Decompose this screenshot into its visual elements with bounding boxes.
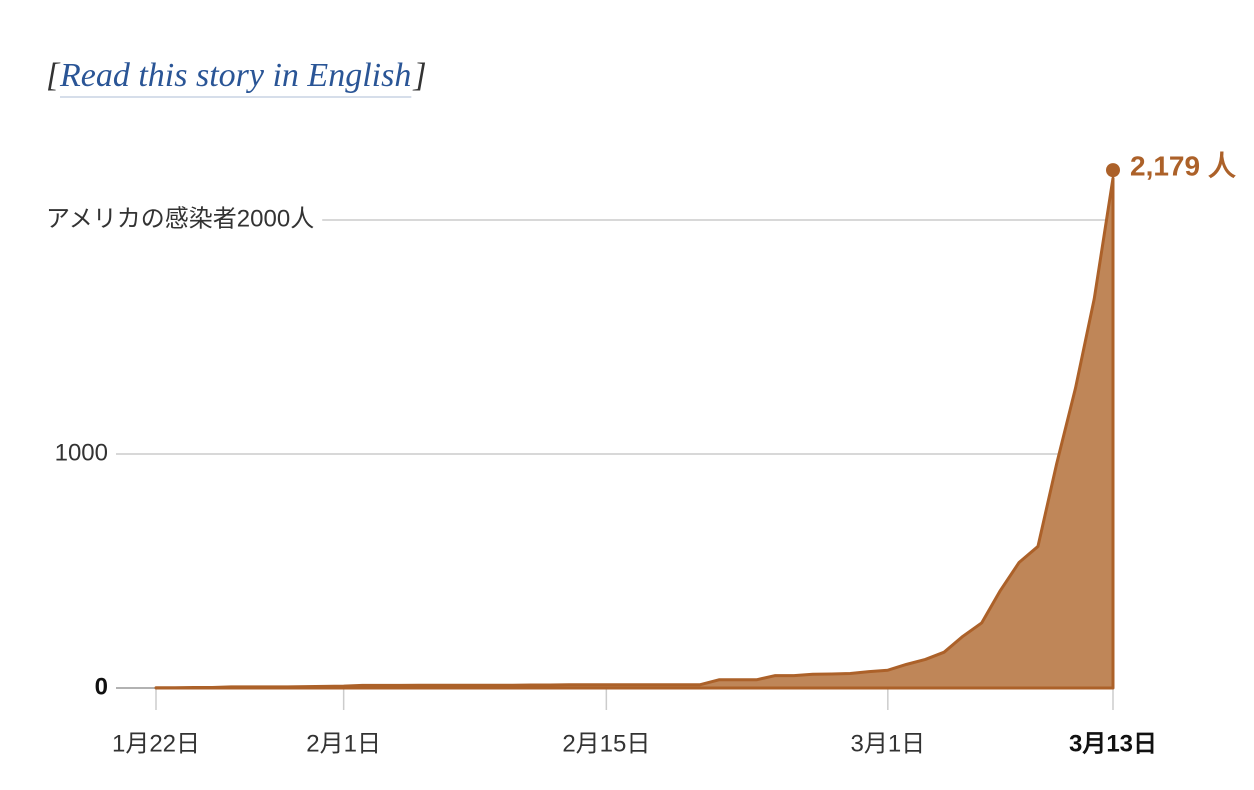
- y-tick-label: 0: [95, 673, 108, 700]
- x-tick-label: 1月22日: [112, 730, 200, 757]
- x-tick-label: 2月15日: [562, 730, 650, 757]
- x-tick-label: 3月1日: [850, 730, 925, 757]
- area: [154, 176, 1115, 690]
- y-tick-label: 1000: [55, 439, 108, 466]
- x-tick-label: 3月13日: [1069, 730, 1157, 757]
- link-bracket: ]: [412, 57, 426, 94]
- english-link[interactable]: Read this story in English: [59, 57, 411, 94]
- x-tick-label: 2月1日: [306, 730, 381, 757]
- link-bracket: [: [46, 57, 61, 94]
- y-tick-label: アメリカの感染者2000人: [46, 205, 314, 232]
- end-dot: [1106, 163, 1120, 178]
- value-label: 2,179 人: [1130, 151, 1236, 182]
